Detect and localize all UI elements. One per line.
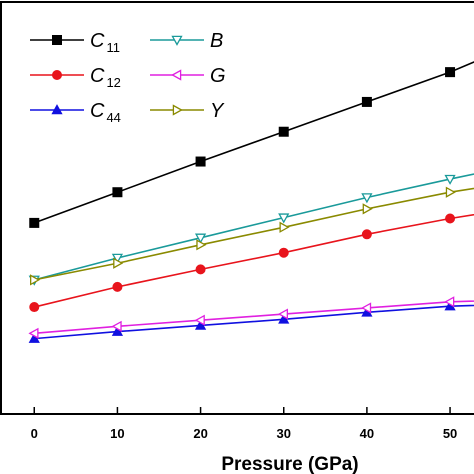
data-point	[361, 302, 372, 314]
plot-frame	[0, 1, 474, 415]
series-C44	[28, 300, 474, 343]
x-tick-label: 30	[277, 426, 291, 441]
legend-label-sub: 11	[106, 40, 120, 55]
series-line	[34, 304, 474, 340]
x-tick-label: 20	[193, 426, 207, 441]
data-point	[445, 213, 456, 224]
legend-label-main: Y	[210, 100, 225, 122]
legend-item-C44: C 44	[30, 100, 121, 125]
data-point	[362, 203, 373, 215]
data-point	[194, 314, 205, 326]
data-point	[279, 221, 290, 233]
series-line	[34, 213, 474, 308]
data-point	[28, 327, 39, 339]
x-tick-label: 50	[443, 426, 457, 441]
series-B	[28, 173, 474, 286]
data-point	[112, 281, 123, 292]
data-point	[52, 35, 62, 45]
series-C12	[29, 213, 474, 313]
x-axis-ticks: 0 10 20 30 40 50	[31, 407, 457, 441]
legend-item-C12: C 12	[30, 65, 121, 90]
series-C11	[29, 61, 474, 228]
legend-label: C 11	[90, 30, 120, 55]
data-point	[278, 247, 289, 258]
data-point	[29, 302, 40, 313]
data-point	[111, 325, 124, 336]
legend-label-main: C	[90, 100, 105, 122]
data-point	[195, 264, 206, 275]
data-point	[444, 296, 455, 308]
legend-label-main: G	[210, 65, 226, 87]
legend-label-main: B	[210, 30, 223, 52]
data-point	[361, 229, 372, 240]
data-point	[171, 35, 183, 46]
data-point	[28, 332, 40, 343]
legend-item-G: G	[150, 65, 226, 87]
data-point	[172, 104, 183, 116]
data-point	[194, 233, 207, 244]
data-point	[277, 308, 288, 320]
data-point	[278, 313, 290, 324]
data-point	[444, 174, 456, 185]
x-tick-label: 0	[31, 426, 38, 441]
data-point	[171, 69, 182, 81]
legend-label: C 44	[90, 100, 121, 125]
data-point	[361, 96, 372, 107]
series-line	[34, 187, 474, 281]
data-point	[445, 186, 456, 198]
series-line	[34, 300, 474, 335]
data-point	[29, 217, 40, 228]
legend-label-main: C	[90, 30, 105, 52]
legend-label: C 12	[90, 65, 121, 90]
data-point	[111, 253, 124, 264]
legend-label: G	[210, 65, 226, 87]
x-axis-title: Pressure (GPa)	[221, 454, 358, 474]
data-point	[113, 257, 124, 269]
legend-label: B	[210, 30, 223, 52]
data-point	[112, 187, 123, 198]
data-point	[111, 320, 122, 332]
legend-item-Y: Y	[150, 100, 225, 122]
series-Y	[30, 186, 474, 286]
series-layer	[28, 61, 474, 343]
data-point	[445, 67, 456, 78]
data-point	[278, 126, 289, 137]
data-point	[361, 193, 373, 204]
x-tick-label: 10	[110, 426, 124, 441]
data-point	[52, 70, 62, 80]
data-point	[30, 274, 41, 286]
legend-item-C11: C 11	[30, 30, 120, 55]
legend-label-main: C	[90, 65, 105, 87]
series-line	[34, 173, 474, 281]
data-point	[51, 104, 63, 115]
data-point	[195, 156, 206, 167]
data-point	[194, 319, 207, 330]
series-G	[28, 296, 474, 339]
data-point	[278, 213, 290, 224]
data-point	[196, 239, 207, 251]
legend-label: Y	[210, 100, 225, 122]
legend-label-sub: 44	[106, 110, 120, 125]
x-tick-label: 40	[360, 426, 374, 441]
legend-item-B: B	[150, 30, 223, 52]
legend-label-sub: 12	[106, 75, 120, 90]
